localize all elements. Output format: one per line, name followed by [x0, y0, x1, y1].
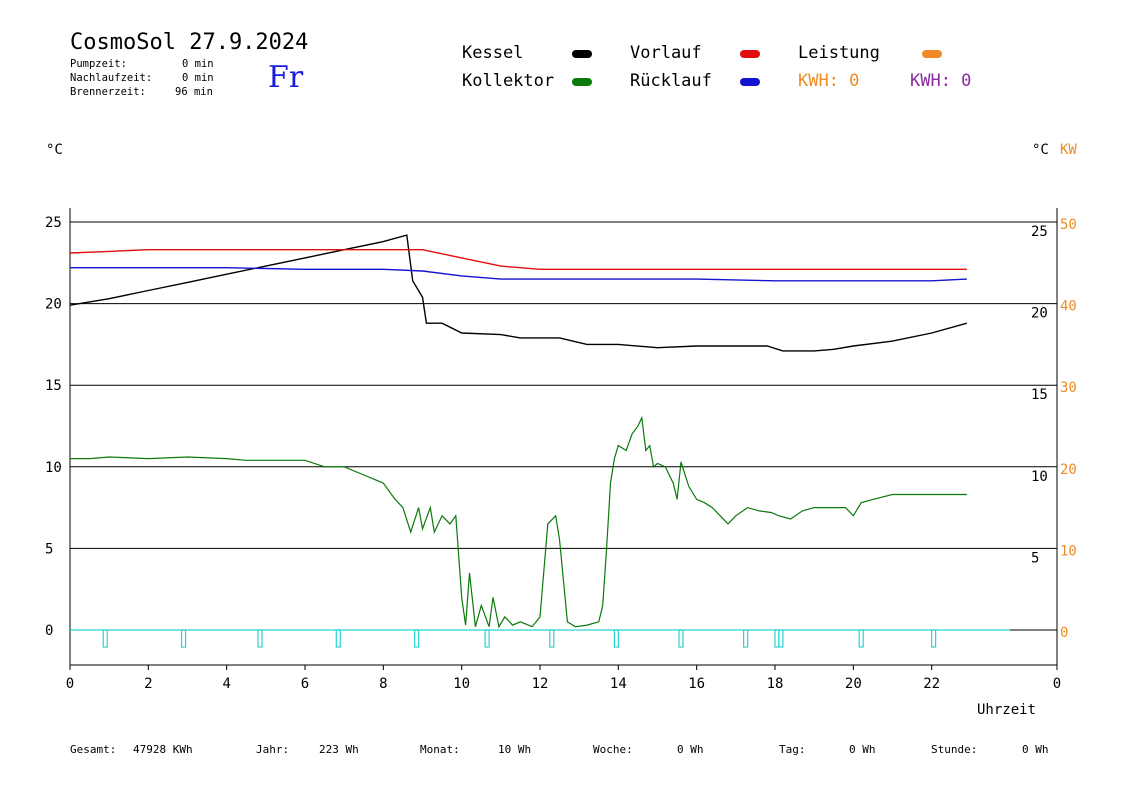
pump-marker — [414, 629, 420, 648]
footer-monat-value: 10 Wh — [498, 743, 532, 756]
footer-jahr-label: Jahr: — [256, 743, 290, 756]
y-tick-left: 0 — [45, 623, 53, 639]
chart-title: CosmoSol 27.9.2024 — [70, 30, 309, 55]
x-tick-label: 22 — [923, 676, 940, 692]
x-tick-label: 14 — [610, 676, 627, 692]
x-tick-label: 6 — [301, 676, 309, 692]
footer-gesamt-label: Gesamt: — [70, 743, 117, 756]
y-tick-left: 15 — [45, 378, 62, 394]
pump-marker — [484, 629, 490, 648]
footer-tag-label: Tag: — [779, 743, 806, 756]
x-tick-label: 18 — [767, 676, 784, 692]
y-tick-right: 25 — [1031, 224, 1048, 240]
y-tick-kw: 10 — [1060, 543, 1077, 559]
y-tick-kw: 30 — [1060, 380, 1077, 396]
legend-vorlauf-swatch — [740, 50, 760, 58]
pump-marker — [335, 629, 341, 648]
burner-time-label: Brennerzeit: — [70, 86, 146, 98]
y-tick-left: 5 — [45, 541, 53, 557]
right-kw-unit-label: KW — [1060, 142, 1077, 158]
footer-jahr-value: 223 Wh — [319, 743, 359, 756]
footer-woche-label: Woche: — [593, 743, 633, 756]
pump-marker — [858, 629, 864, 648]
y-tick-right: 5 — [1031, 550, 1039, 566]
y-tick-kw: 50 — [1060, 217, 1077, 233]
pump-time-value: 0 min — [182, 58, 214, 70]
after-run-value: 0 min — [182, 72, 214, 84]
legend-leistung-swatch — [922, 50, 942, 58]
left-unit-label: °C — [46, 142, 63, 158]
pump-time-label: Pumpzeit: — [70, 58, 127, 70]
pump-marker — [778, 629, 784, 648]
x-tick-label: 16 — [688, 676, 705, 692]
pump-marker — [678, 629, 684, 648]
x-tick-label: 0 — [1053, 676, 1061, 692]
legend-ruecklauf-swatch — [740, 78, 760, 86]
footer-tag-value: 0 Wh — [849, 743, 876, 756]
right-unit-label: °C — [1032, 142, 1049, 158]
x-axis-label: Uhrzeit — [977, 702, 1036, 718]
x-tick-label: 0 — [66, 676, 74, 692]
x-tick-label: 2 — [144, 676, 152, 692]
footer-monat-label: Monat: — [420, 743, 460, 756]
legend-kessel: Kessel — [462, 43, 524, 63]
y-tick-left: 25 — [45, 215, 62, 231]
y-tick-right: 10 — [1031, 469, 1048, 485]
y-tick-kw: 40 — [1060, 299, 1077, 315]
legend-leistung: Leistung — [798, 43, 880, 63]
pump-marker — [549, 629, 555, 648]
series-vorlauf — [69, 248, 967, 270]
weekday-label: Fr — [268, 60, 304, 95]
footer-gesamt-value: 47928 KWh — [133, 743, 193, 756]
kwh-orange: KWH: 0 — [798, 71, 860, 91]
y-tick-left: 20 — [45, 297, 62, 313]
series-kollektor — [70, 415, 967, 629]
legend-vorlauf: Vorlauf — [630, 43, 702, 63]
x-tick-label: 8 — [379, 676, 387, 692]
legend-ruecklauf: Rücklauf — [630, 71, 712, 91]
series-ruecklauf — [70, 267, 967, 282]
pump-marker — [102, 629, 108, 648]
pump-marker — [613, 629, 619, 648]
pump-marker — [743, 629, 749, 648]
footer-woche-value: 0 Wh — [677, 743, 704, 756]
y-tick-kw: 0 — [1060, 625, 1068, 641]
y-tick-left: 10 — [45, 460, 62, 476]
burner-time-value: 96 min — [175, 86, 213, 98]
pump-marker — [257, 629, 263, 648]
y-tick-kw: 20 — [1060, 462, 1077, 478]
legend-kessel-swatch — [572, 50, 592, 58]
after-run-label: Nachlaufzeit: — [70, 72, 153, 84]
pump-marker — [180, 629, 187, 648]
legend-kollektor-swatch — [572, 78, 592, 86]
x-tick-label: 12 — [532, 676, 549, 692]
footer-stunde-value: 0 Wh — [1022, 743, 1049, 756]
pump-marker — [931, 629, 937, 648]
legend-kollektor: Kollektor — [462, 71, 555, 91]
x-tick-label: 10 — [453, 676, 470, 692]
y-tick-right: 15 — [1031, 387, 1048, 403]
footer-stunde-label: Stunde: — [931, 743, 978, 756]
y-tick-right: 20 — [1031, 306, 1048, 322]
x-tick-label: 4 — [222, 676, 230, 692]
x-tick-label: 20 — [845, 676, 862, 692]
kwh-purple: KWH: 0 — [910, 71, 972, 91]
series-kessel — [69, 234, 968, 352]
